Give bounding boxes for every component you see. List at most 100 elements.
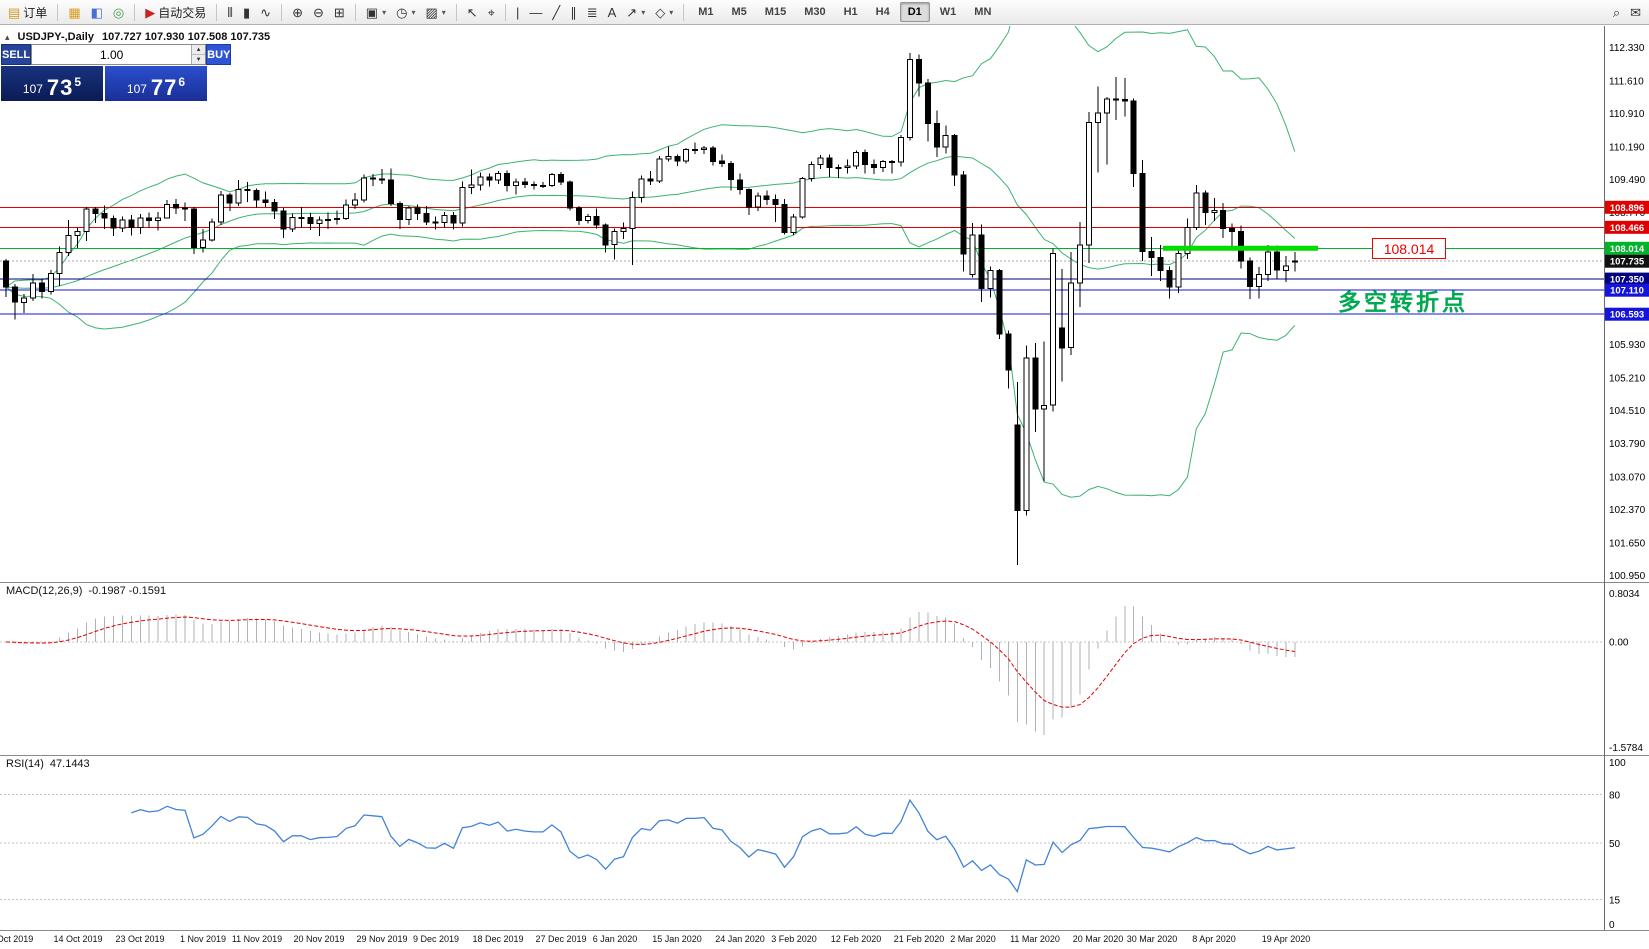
candle-body <box>217 194 224 223</box>
timeframe-m30-button[interactable]: M30 <box>804 6 826 18</box>
zoom-in-button[interactable]: ⊕ <box>287 1 308 24</box>
timeframe-d1-button[interactable]: D1 <box>899 2 930 22</box>
lot-increase-button[interactable]: ▲ <box>192 45 206 55</box>
fibonacci-button[interactable]: ≣ <box>582 1 603 24</box>
macd-pane <box>0 606 1604 736</box>
horizontal-line-button[interactable]: — <box>524 1 547 24</box>
buy-price-display[interactable]: 107 77 6 <box>105 66 207 101</box>
vertical-line-button[interactable]: | <box>511 1 524 24</box>
market-watch-icon: ▦ <box>68 4 81 20</box>
candle-body <box>593 215 600 226</box>
time-axis-label: 12 Feb 2020 <box>830 934 882 944</box>
line-chart-button[interactable]: ∿ <box>255 1 276 24</box>
candle-body <box>620 228 627 233</box>
price-axis-label: 103.790 <box>1609 439 1646 450</box>
equidistant-channel-icon: ∥ <box>570 4 577 20</box>
sell-price-sup: 5 <box>74 75 82 89</box>
time-axis-label: 18 Dec 2019 <box>472 934 524 944</box>
price-axis-tag <box>1605 241 1649 255</box>
candle-body <box>808 164 815 179</box>
shapes-button[interactable]: ◇ ▾ <box>650 1 678 24</box>
candle-body <box>47 273 54 293</box>
timeframe-mn-button[interactable]: MN <box>974 6 992 18</box>
timeframe-h4-button[interactable]: H4 <box>875 6 890 18</box>
candle-body <box>701 147 708 151</box>
candles <box>3 53 1298 565</box>
equidistant-channel-button[interactable]: ∥ <box>565 1 582 24</box>
time-axis-label: 20 Mar 2020 <box>1072 934 1124 944</box>
candle-body <box>1041 404 1048 410</box>
candle-body <box>1291 260 1298 263</box>
zoom-in-icon: ⊕ <box>292 4 303 20</box>
periods-button[interactable]: ◷ ▾ <box>391 1 420 24</box>
new-order-button[interactable]: ▤ 订单 <box>3 1 52 24</box>
macd-indicator-label: MACD(12,26,9) -0.1987 -0.1591 <box>6 585 166 597</box>
candle-body <box>486 176 493 181</box>
candle-body <box>271 202 278 212</box>
chart-canvas[interactable]: 112.330111.610110.910110.190109.490108.7… <box>0 26 1649 930</box>
candle-body <box>969 234 976 275</box>
candle-body <box>65 234 72 254</box>
cursor-button[interactable]: ↖ <box>462 1 483 24</box>
candle-body <box>951 135 958 176</box>
macd-signal-line <box>5 616 1295 708</box>
line-chart-icon: ∿ <box>260 4 272 20</box>
candle-body <box>710 147 716 162</box>
timeframe-m5-button[interactable]: M5 <box>731 6 747 18</box>
tile-windows-button[interactable]: ⊞ <box>329 1 350 24</box>
timeframe-w1-button[interactable]: W1 <box>939 6 957 18</box>
price-level-label[interactable]: 108.014 <box>1372 238 1446 259</box>
candle-body <box>387 179 394 205</box>
timeframe-h1-button[interactable]: H1 <box>843 6 858 18</box>
candle-body <box>611 231 618 246</box>
lot-decrease-button[interactable]: ▼ <box>192 55 206 64</box>
time-axis[interactable]: Oct 2019 14 Oct 2019 23 Oct 2019 1 Nov 2019… <box>0 930 1649 949</box>
price-axis-label: 110.190 <box>1609 142 1645 153</box>
candle-body <box>889 161 895 164</box>
candle-body <box>1256 273 1262 287</box>
candlestick-chart-button[interactable]: ▮ <box>238 1 255 24</box>
macd-scale-top: 0.8034 <box>1609 589 1640 600</box>
candle-body <box>629 196 636 229</box>
navigator-button[interactable]: ◎ <box>108 1 129 24</box>
chart-annotation-text[interactable]: 多空转折点 <box>1338 289 1468 315</box>
autotrade-button[interactable]: ▶ 自动交易 <box>140 1 211 24</box>
bar-chart-button[interactable]: ⦀ <box>222 1 238 24</box>
community-chat-button[interactable]: ✉ <box>1625 1 1646 24</box>
zoom-out-button[interactable]: ⊖ <box>308 1 329 24</box>
timeframe-m1-button[interactable]: M1 <box>698 6 714 18</box>
text-button[interactable]: A <box>603 1 622 24</box>
candle-body <box>190 208 197 248</box>
price-axis-label: 112.330 <box>1609 43 1645 54</box>
sell-button[interactable]: SELL <box>1 44 32 65</box>
crosshair-button[interactable]: ⌖ <box>483 1 500 24</box>
data-window-button[interactable]: ◧ <box>86 1 108 24</box>
rsi-scale-label: 80 <box>1609 790 1621 801</box>
trendline-button[interactable]: ╱ <box>547 1 565 24</box>
price-axis-tag <box>1605 307 1649 321</box>
arrow-tools-button[interactable]: ↗ ▾ <box>621 1 650 24</box>
rsi-name: RSI(14) <box>6 758 44 770</box>
candle-body <box>933 123 940 148</box>
macd-name: MACD(12,26,9) <box>6 585 83 597</box>
symbol-search-button[interactable]: ⌕ <box>1608 1 1625 24</box>
timeframe-m15-button[interactable]: M15 <box>764 6 787 18</box>
bollinger-upper-band <box>5 26 1296 288</box>
candle-body <box>906 59 913 138</box>
cursor-icon: ↖ <box>466 4 478 20</box>
new-chart-button[interactable]: ▣ ▾ <box>361 1 391 24</box>
templates-button[interactable]: ▨ ▾ <box>420 1 450 24</box>
lot-size-input[interactable] <box>32 45 192 64</box>
candle-body <box>996 270 1003 335</box>
macd-scale-zero: 0.00 <box>1609 638 1629 649</box>
sell-price-display[interactable]: 107 73 5 <box>1 66 103 101</box>
collapse-panel-icon[interactable]: ▴ <box>5 31 10 42</box>
candle-body <box>343 204 350 219</box>
candle-body <box>164 203 171 219</box>
candle-body <box>325 219 332 222</box>
autotrade-icon: ▶ <box>145 4 156 20</box>
buy-button[interactable]: BUY <box>206 44 232 65</box>
candle-body <box>674 156 681 162</box>
market-watch-button[interactable]: ▦ <box>63 1 85 24</box>
candle-body <box>1157 257 1164 272</box>
